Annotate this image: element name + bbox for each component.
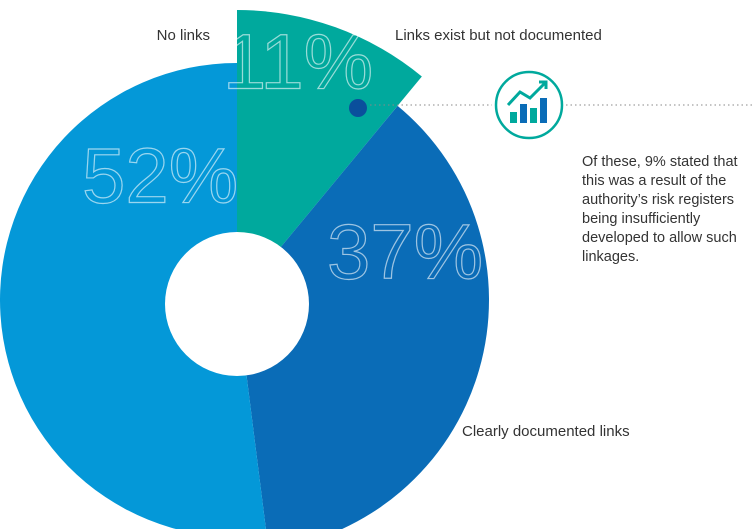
pie: 11% Links exist but not documented 37% Clea… bbox=[0, 10, 630, 529]
category-label: Clearly documented links bbox=[462, 423, 630, 440]
pie-slice bbox=[0, 63, 266, 529]
value-label: 52% bbox=[82, 132, 238, 220]
donut-hole bbox=[165, 232, 309, 376]
annotation: Of these, 9% stated that this was a resu… bbox=[582, 154, 738, 265]
pie-slice bbox=[237, 10, 422, 300]
value-label: 11% bbox=[223, 18, 373, 106]
pie-slice bbox=[237, 105, 489, 529]
annotation-dot bbox=[349, 99, 367, 117]
category-label: Links exist but not documented bbox=[395, 27, 602, 44]
category-label: No links bbox=[157, 27, 210, 44]
trend-icon bbox=[494, 70, 564, 140]
value-label: 37% bbox=[327, 208, 483, 296]
